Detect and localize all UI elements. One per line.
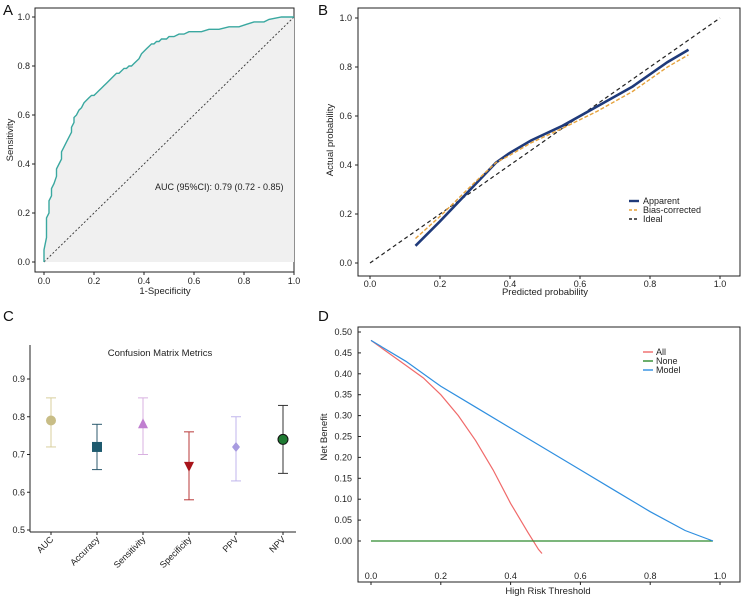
x-tick-label: 0.2 bbox=[434, 279, 447, 289]
point-marker bbox=[232, 441, 240, 452]
y-tick-label: 0.2 bbox=[339, 209, 352, 219]
y-tick-label: 0.5 bbox=[12, 525, 25, 535]
y-axis-title: Net Benefit bbox=[319, 413, 330, 460]
x-tick-label: 0.6 bbox=[188, 276, 201, 286]
x-tick-label: NPV bbox=[267, 534, 287, 554]
x-tick-label: 0.0 bbox=[364, 279, 377, 289]
x-tick-label: 0.6 bbox=[574, 279, 587, 289]
x-tick-label: 1.0 bbox=[714, 279, 727, 289]
plot-frame bbox=[357, 326, 741, 583]
y-tick-label: 0.7 bbox=[12, 450, 25, 460]
y-tick-label: 0.4 bbox=[17, 159, 30, 169]
plot-frame bbox=[357, 7, 741, 277]
decision-curve-chart: 0.0 0.2 0.4 0.6 0.8 1.0 0.00 0.05 0.10 0.15 0.20 0.… bbox=[319, 326, 741, 597]
y-axis-title: Sensitivity bbox=[5, 118, 16, 161]
confusion-metrics-chart: Confusion Matrix Metrics 0.5 0.6 0.7 0.8 0.9 A… bbox=[12, 345, 296, 570]
x-tick-label: 1.0 bbox=[714, 571, 727, 581]
x-tick-label: 0.4 bbox=[504, 279, 517, 289]
x-tick-label: 0.8 bbox=[238, 276, 251, 286]
x-tick-label: AUC bbox=[35, 534, 56, 555]
x-tick-label: Specificity bbox=[158, 534, 194, 570]
y-tick-label: 0.10 bbox=[334, 494, 352, 504]
y-tick-label: 0.8 bbox=[17, 61, 30, 71]
roc-area-fill bbox=[44, 17, 294, 262]
x-axis-title: Predicted probability bbox=[502, 287, 588, 298]
point-marker bbox=[184, 461, 194, 472]
point-marker bbox=[92, 441, 102, 452]
y-tick-label: 0.6 bbox=[12, 487, 25, 497]
y-tick-label: 0.00 bbox=[334, 536, 352, 546]
y-tick-label: 0.45 bbox=[334, 348, 352, 358]
y-tick-label: 0.15 bbox=[334, 473, 352, 483]
roc-chart: 0.0 0.2 0.4 0.6 0.8 1.0 0.0 0.2 0.4 0.6 0.8 1.0 1-Sp… bbox=[5, 7, 301, 297]
legend-label: All bbox=[656, 347, 666, 357]
x-tick-label: 0.4 bbox=[504, 571, 517, 581]
y-tick-label: 0.35 bbox=[334, 390, 352, 400]
y-tick-label: 0.20 bbox=[334, 452, 352, 462]
point-marker bbox=[138, 418, 148, 429]
point-marker bbox=[46, 415, 56, 426]
x-tick-label: 0.2 bbox=[435, 571, 448, 581]
x-tick-label: 1.0 bbox=[288, 276, 301, 286]
legend-label: Apparent bbox=[643, 196, 680, 206]
x-tick-label: 0.8 bbox=[644, 279, 657, 289]
x-tick-label: 0.2 bbox=[88, 276, 101, 286]
y-tick-label: 0.0 bbox=[17, 257, 30, 267]
legend-label: None bbox=[656, 356, 678, 366]
y-tick-label: 0.9 bbox=[12, 374, 25, 384]
roc-curve-line bbox=[43, 16, 294, 262]
panel-letter-c: C bbox=[3, 308, 14, 325]
all-line bbox=[370, 339, 543, 554]
y-tick-label: 0.40 bbox=[334, 369, 352, 379]
y-tick-label: 0.25 bbox=[334, 432, 352, 442]
legend-label: Model bbox=[656, 365, 681, 375]
y-tick-label: 0.50 bbox=[334, 327, 352, 337]
y-axis-title: Actual probability bbox=[325, 104, 336, 177]
legend-label: Ideal bbox=[643, 214, 663, 224]
x-axis-title: High Risk Threshold bbox=[505, 586, 590, 597]
y-tick-label: 1.0 bbox=[339, 13, 352, 23]
x-tick-label: 0.0 bbox=[38, 276, 51, 286]
x-tick-label: 0.8 bbox=[644, 571, 657, 581]
y-tick-label: 0.8 bbox=[339, 62, 352, 72]
x-axis-title: 1-Specificity bbox=[139, 286, 190, 297]
ideal-line bbox=[369, 17, 721, 264]
x-tick-label: 0.4 bbox=[138, 276, 151, 286]
y-tick-label: 0.30 bbox=[334, 411, 352, 421]
y-tick-label: 0.0 bbox=[339, 258, 352, 268]
legend-label: Bias-corrected bbox=[643, 205, 701, 215]
point-marker bbox=[277, 433, 289, 445]
x-tick-label: 0.0 bbox=[365, 571, 378, 581]
calibration-chart: 0.0 0.2 0.4 0.6 0.8 1.0 0.0 0.2 0.4 0.6 0.8 1.0 Pred… bbox=[325, 7, 741, 298]
chart-title: Confusion Matrix Metrics bbox=[108, 348, 213, 359]
y-tick-label: 0.2 bbox=[17, 208, 30, 218]
y-tick-label: 0.6 bbox=[17, 110, 30, 120]
x-tick-label: PPV bbox=[221, 534, 241, 554]
panel-letter-b: B bbox=[318, 2, 328, 19]
y-tick-label: 0.05 bbox=[334, 515, 352, 525]
y-tick-label: 1.0 bbox=[17, 12, 30, 22]
y-tick-label: 0.4 bbox=[339, 160, 352, 170]
x-tick-label: Accuracy bbox=[68, 534, 102, 568]
x-tick-label: 0.6 bbox=[574, 571, 587, 581]
y-tick-label: 0.6 bbox=[339, 111, 352, 121]
bias-corrected-line bbox=[415, 54, 689, 240]
panel-letter-a: A bbox=[3, 2, 13, 19]
auc-annotation: AUC (95%CI): 0.79 (0.72 - 0.85) bbox=[155, 182, 284, 192]
y-tick-label: 0.8 bbox=[12, 412, 25, 422]
x-tick-label: Sensitivity bbox=[112, 534, 148, 570]
model-line bbox=[370, 339, 714, 542]
apparent-line bbox=[414, 48, 690, 247]
panel-letter-d: D bbox=[318, 308, 329, 325]
